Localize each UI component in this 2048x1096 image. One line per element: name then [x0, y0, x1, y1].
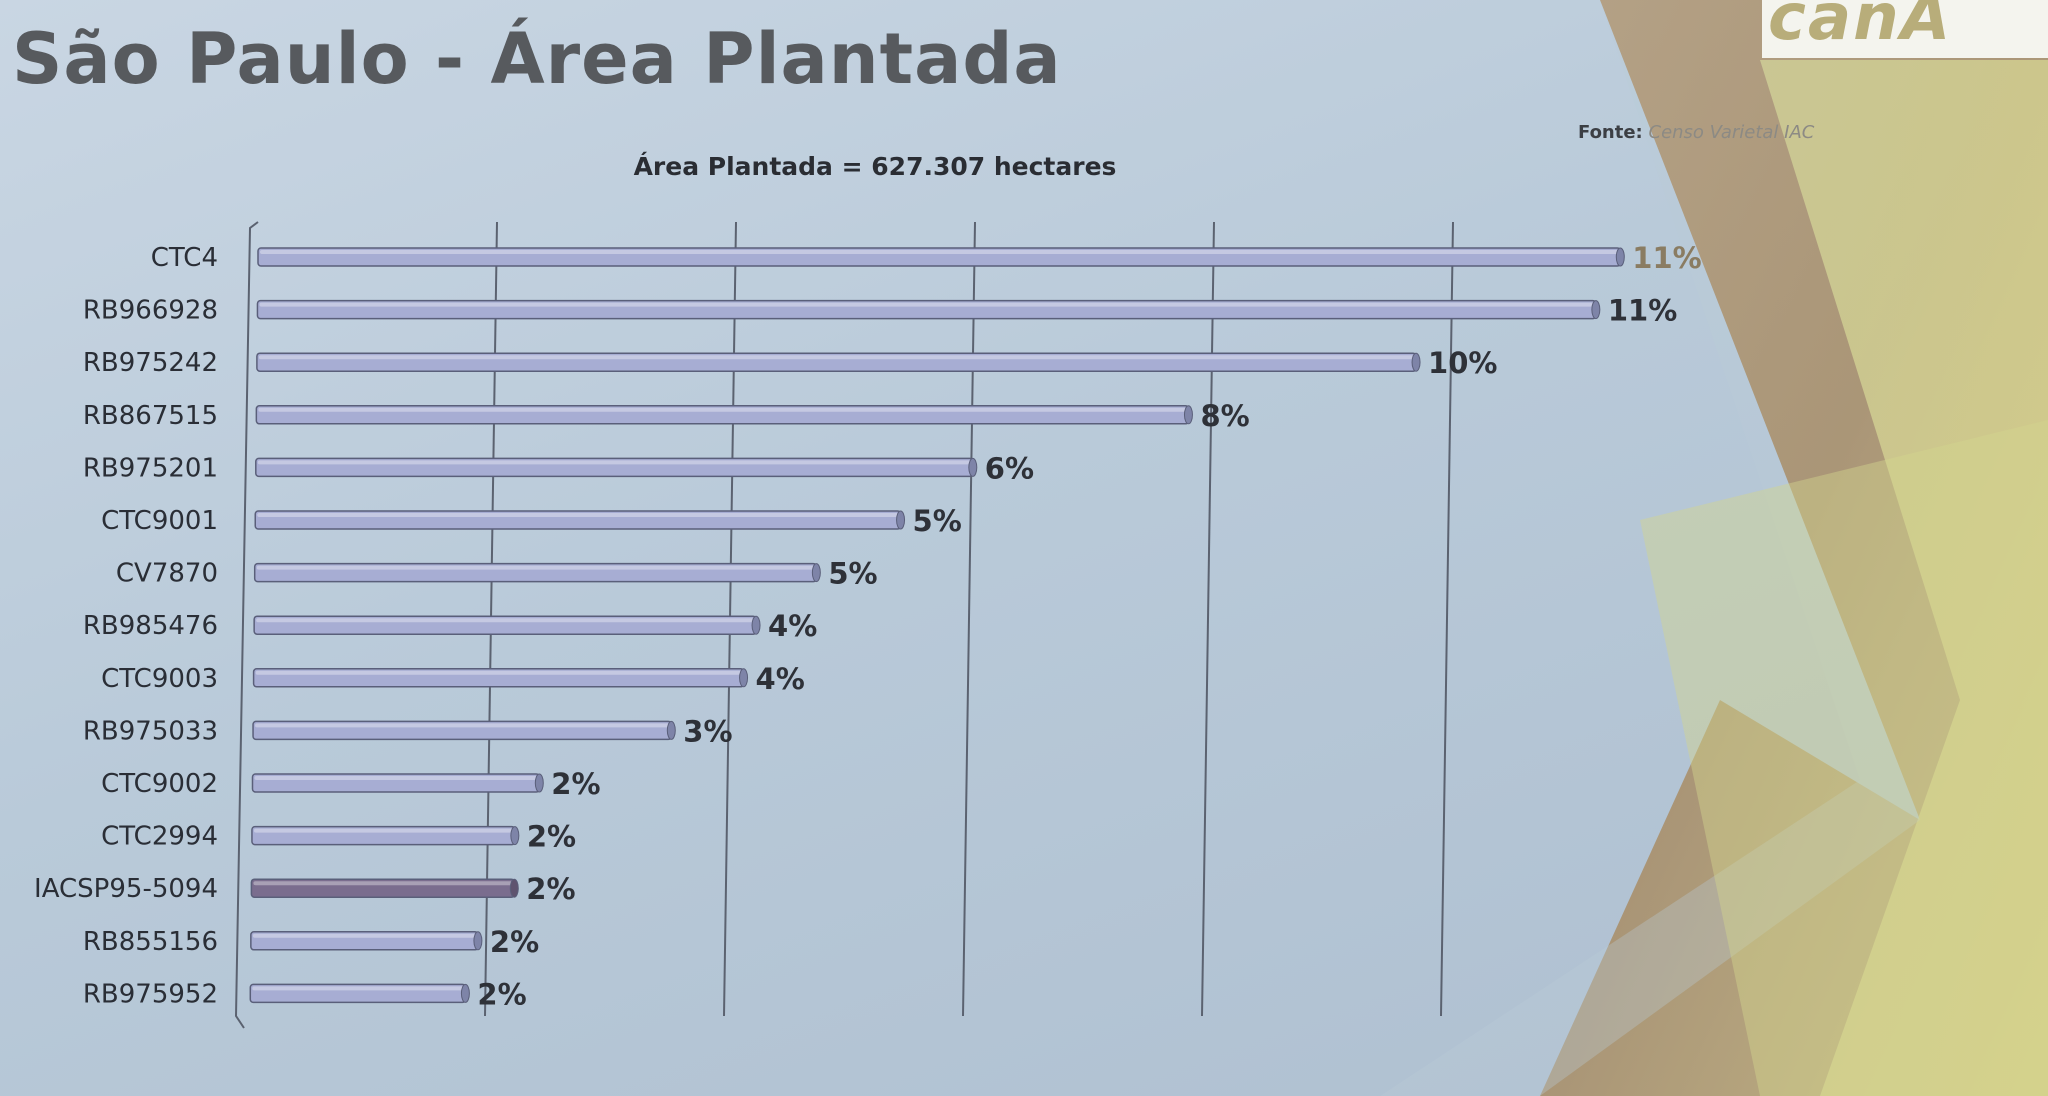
bar-sheen: [254, 776, 538, 780]
page-title: São Paulo - Área Plantada: [12, 18, 1062, 100]
data-label: 2%: [551, 767, 600, 801]
category-label: RB975242: [83, 348, 218, 378]
category-axis: [234, 221, 259, 1029]
gridline: [962, 221, 976, 1017]
data-label: 8%: [1200, 399, 1249, 433]
bar-sheen: [253, 881, 513, 886]
bar-end-cap: [1615, 247, 1625, 267]
bar-sheen: [252, 986, 464, 991]
category-label: RB975952: [83, 979, 218, 1009]
category-label: CTC2994: [101, 822, 218, 852]
bar-end-cap: [1183, 405, 1193, 425]
bar-sheen: [257, 513, 899, 517]
bar-end-cap: [751, 615, 761, 635]
bar-end-cap: [666, 720, 676, 740]
category-label: RB975201: [83, 453, 218, 483]
data-label: 4%: [768, 609, 817, 643]
data-label: 3%: [683, 714, 732, 748]
bar-end-cap: [534, 773, 544, 793]
data-label: 2%: [527, 820, 576, 854]
bar-end-cap: [739, 668, 749, 688]
bar-sheen: [258, 407, 1187, 412]
bar-end-cap: [896, 510, 906, 530]
category-label: RB985476: [83, 611, 218, 641]
category-label: CTC9003: [101, 664, 218, 694]
bar-sheen: [255, 723, 670, 728]
bar-end-cap: [510, 826, 520, 846]
category-label: RB867515: [83, 401, 218, 431]
category-label: RB975033: [83, 716, 218, 746]
bar-sheen: [258, 355, 1415, 360]
category-label: CTC9001: [101, 506, 218, 536]
bar-sheen: [253, 828, 513, 833]
data-label: 5%: [828, 557, 877, 591]
data-label: 4%: [756, 662, 805, 696]
category-label: IACSP95-5094: [34, 874, 218, 904]
data-label: 2%: [477, 977, 526, 1011]
bar-sheen: [256, 565, 815, 570]
bar-end-cap: [460, 983, 470, 1003]
data-label: 2%: [490, 925, 539, 959]
bar-sheen: [256, 618, 755, 623]
bar-end-cap: [1411, 352, 1421, 372]
data-label: 5%: [913, 504, 962, 538]
source-note: Fonte: Censo Varietal IAC: [1578, 122, 1814, 143]
bar-sheen: [255, 670, 742, 675]
data-label: 10%: [1428, 346, 1497, 380]
bar-end-cap: [1591, 300, 1601, 320]
chart-title: Área Plantada = 627.307 hectares: [633, 152, 1117, 181]
bar-sheen: [257, 460, 971, 465]
category-label: CTC4: [151, 243, 218, 273]
category-label: CTC9002: [101, 769, 218, 799]
data-label: 6%: [985, 451, 1034, 485]
bar-end-cap: [509, 878, 519, 898]
category-label: RB855156: [83, 927, 218, 957]
bar-end-cap: [968, 457, 978, 477]
gridline: [1440, 221, 1454, 1017]
bar-end-cap: [473, 931, 483, 951]
bar-sheen: [259, 302, 1594, 307]
source-value: Censo Varietal IAC: [1648, 122, 1815, 143]
bar-end-cap: [811, 563, 821, 583]
data-label: 11%: [1632, 241, 1701, 275]
category-label: RB966928: [83, 296, 218, 326]
logo-text: canA: [1768, 0, 1953, 55]
category-label: CV7870: [116, 559, 218, 589]
bar-sheen: [260, 250, 1619, 254]
source-label: Fonte:: [1578, 122, 1643, 143]
gridline: [1201, 221, 1215, 1017]
data-label: 2%: [526, 872, 575, 906]
logo: canA: [1762, 0, 2048, 58]
bar-sheen: [252, 933, 476, 938]
data-label: 11%: [1608, 294, 1677, 328]
